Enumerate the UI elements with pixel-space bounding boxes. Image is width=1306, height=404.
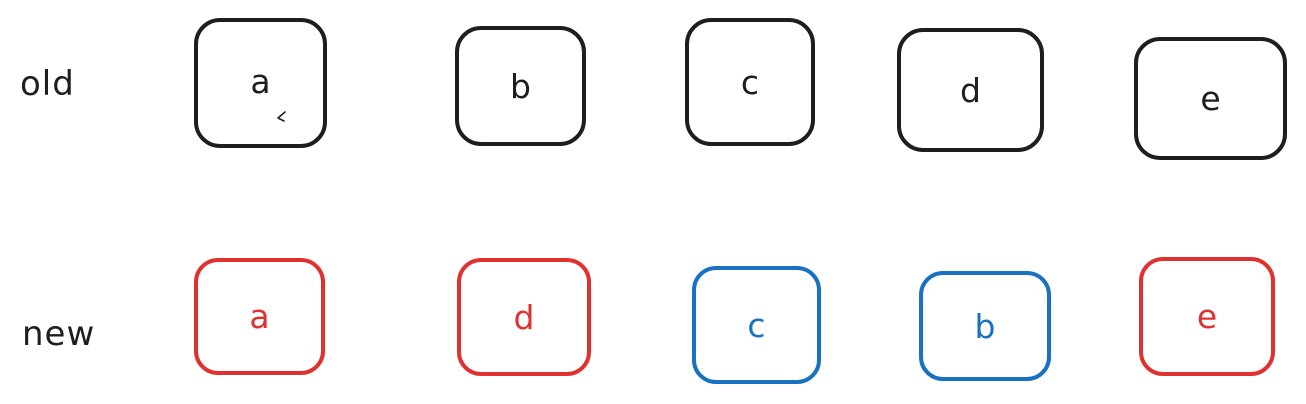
old-node-e: e (1134, 37, 1287, 160)
new-node-c-label: c (747, 305, 766, 345)
new-node-a-label: a (249, 297, 270, 336)
old-node-a-label: a (250, 61, 271, 101)
old-node-a: a (194, 18, 327, 148)
new-node-b-label: b (974, 306, 996, 346)
old-node-b-label: b (510, 66, 531, 106)
new-node-d-label: d (513, 297, 535, 337)
old-node-c: c (685, 18, 815, 146)
old-node-b: b (455, 26, 586, 146)
old-node-d: d (897, 28, 1044, 152)
old-node-d-label: d (960, 70, 981, 110)
row-label-new: new (22, 314, 96, 354)
new-node-d: d (457, 258, 591, 376)
old-node-c-label: c (740, 62, 760, 102)
new-node-a: a (194, 258, 325, 375)
row-label-old: old (20, 64, 75, 104)
new-node-e: e (1139, 257, 1275, 376)
stray-pen-mark (277, 111, 286, 122)
old-node-e-label: e (1200, 79, 1221, 118)
new-node-b: b (919, 271, 1051, 381)
new-node-e-label: e (1196, 297, 1218, 336)
new-node-c: c (692, 266, 821, 384)
